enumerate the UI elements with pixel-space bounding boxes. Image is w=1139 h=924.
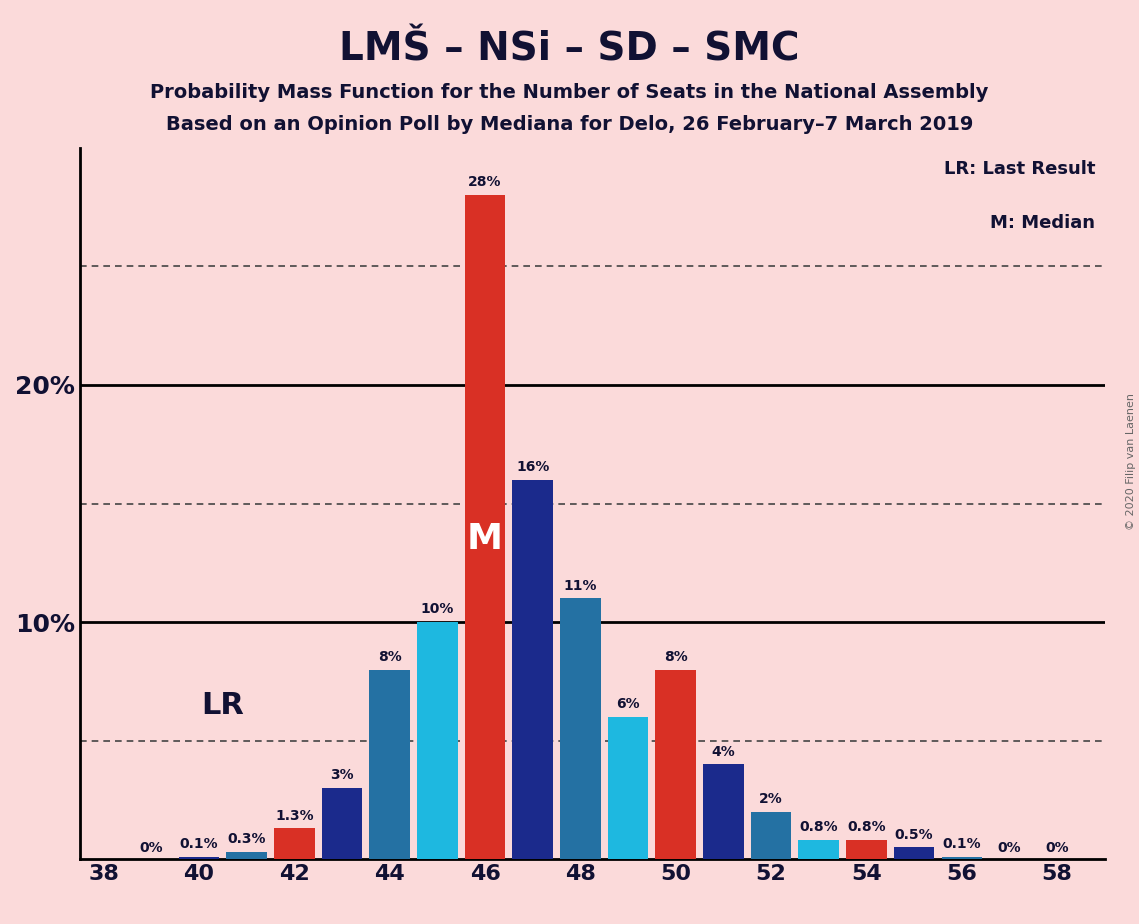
Bar — [274, 829, 314, 859]
Bar — [417, 622, 458, 859]
Text: 1.3%: 1.3% — [274, 808, 313, 822]
Text: 0%: 0% — [998, 841, 1022, 855]
Bar — [227, 852, 267, 859]
Text: Based on an Opinion Poll by Mediana for Delo, 26 February–7 March 2019: Based on an Opinion Poll by Mediana for … — [166, 115, 973, 134]
Text: 0.1%: 0.1% — [180, 837, 219, 851]
Bar — [465, 195, 506, 859]
Text: 0.8%: 0.8% — [800, 821, 838, 834]
Text: M: Median: M: Median — [990, 214, 1096, 232]
Text: 0.1%: 0.1% — [942, 837, 981, 851]
Text: 8%: 8% — [664, 650, 688, 663]
Text: 0.5%: 0.5% — [895, 828, 934, 842]
Text: 8%: 8% — [378, 650, 402, 663]
Text: 0.3%: 0.3% — [228, 833, 265, 846]
Text: LR: Last Result: LR: Last Result — [944, 160, 1096, 177]
Text: 0%: 0% — [1046, 841, 1070, 855]
Text: LR: LR — [202, 690, 244, 720]
Text: 28%: 28% — [468, 176, 502, 189]
Bar — [703, 764, 744, 859]
Bar — [798, 840, 839, 859]
Text: 6%: 6% — [616, 697, 640, 711]
Bar — [846, 840, 886, 859]
Bar — [655, 670, 696, 859]
Text: 10%: 10% — [420, 602, 454, 616]
Text: Probability Mass Function for the Number of Seats in the National Assembly: Probability Mass Function for the Number… — [150, 83, 989, 103]
Bar — [369, 670, 410, 859]
Bar — [513, 480, 552, 859]
Bar — [321, 788, 362, 859]
Text: M: M — [467, 522, 503, 556]
Bar — [274, 847, 314, 859]
Text: © 2020 Filip van Laenen: © 2020 Filip van Laenen — [1125, 394, 1136, 530]
Text: 0.5%: 0.5% — [274, 828, 313, 842]
Bar — [894, 847, 934, 859]
Bar — [560, 599, 600, 859]
Bar — [179, 857, 219, 859]
Text: 4%: 4% — [712, 745, 736, 759]
Text: 3%: 3% — [330, 768, 354, 783]
Bar — [608, 717, 648, 859]
Text: 16%: 16% — [516, 460, 549, 474]
Text: 0%: 0% — [139, 841, 163, 855]
Text: 0.8%: 0.8% — [847, 821, 886, 834]
Text: 11%: 11% — [564, 578, 597, 592]
Text: 2%: 2% — [760, 792, 782, 806]
Text: LMŠ – NSi – SD – SMC: LMŠ – NSi – SD – SMC — [339, 30, 800, 68]
Bar — [942, 857, 982, 859]
Bar — [751, 812, 792, 859]
